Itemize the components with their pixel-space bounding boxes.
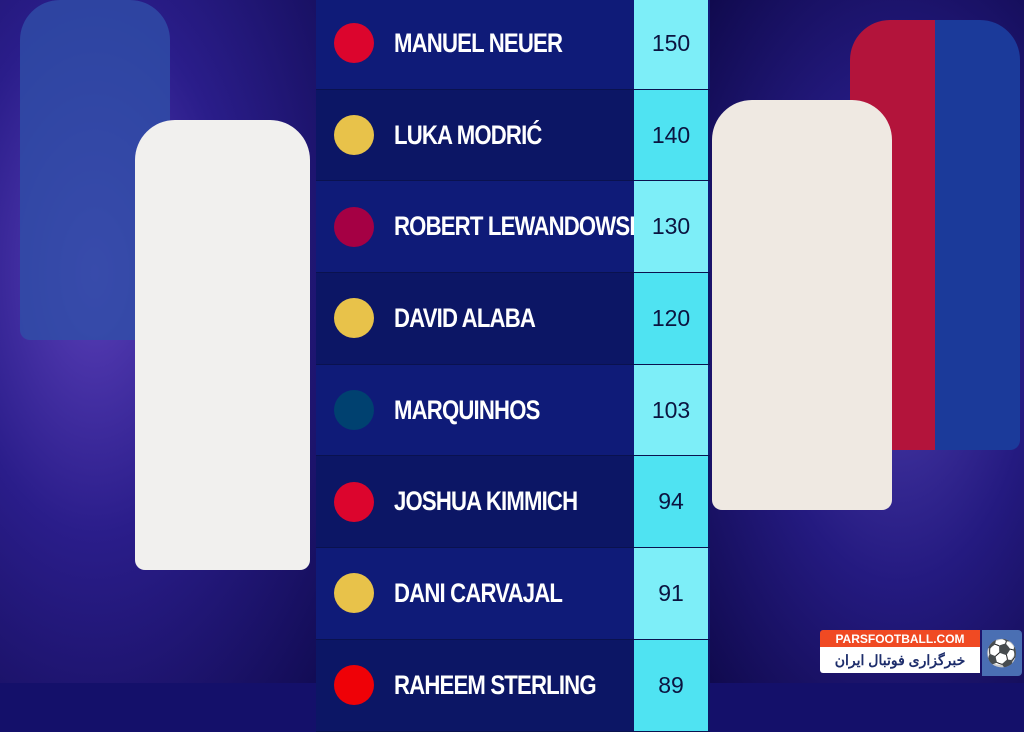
right-player-photo xyxy=(710,0,1024,683)
club-crest-icon xyxy=(334,23,374,64)
appearance-count: 91 xyxy=(634,548,708,639)
table-row: DANI CARVAJAL 91 xyxy=(316,548,710,640)
table-row: ROBERT LEWANDOWSKI 130 xyxy=(316,181,710,274)
left-player-photo xyxy=(0,0,316,683)
appearance-count: 120 xyxy=(634,273,708,364)
club-crest-icon xyxy=(334,573,374,614)
appearance-count: 103 xyxy=(634,364,708,456)
muller-figure xyxy=(712,100,892,510)
table-row: DAVID ALABA 120 xyxy=(316,273,710,365)
player-name: RAHEEM STERLING xyxy=(394,669,597,700)
player-name: MANUEL NEUER xyxy=(394,27,563,58)
footballer-icon: ⚽ xyxy=(982,630,1022,676)
player-name: DANI CARVAJAL xyxy=(394,577,563,608)
player-name: JOSHUA KIMMICH xyxy=(394,486,578,517)
club-crest-icon xyxy=(334,665,374,706)
parsfootball-watermark: PARSFOOTBALL.COM خبرگزاری فوتبال ایران ⚽ xyxy=(820,630,1022,678)
player-name: DAVID ALABA xyxy=(394,302,536,333)
watermark-tagline: خبرگزاری فوتبال ایران xyxy=(820,647,980,673)
table-row: LUKA MODRIĆ 140 xyxy=(316,89,710,182)
appearance-count: 150 xyxy=(634,0,708,89)
modric-figure xyxy=(135,120,310,570)
appearance-count: 140 xyxy=(634,89,708,181)
table-row: MANUEL NEUER 150 xyxy=(316,0,710,90)
club-crest-icon xyxy=(334,481,374,522)
watermark-site: PARSFOOTBALL.COM xyxy=(820,630,980,647)
club-crest-icon xyxy=(334,206,374,247)
appearance-count: 89 xyxy=(634,639,708,731)
appearance-count: 130 xyxy=(634,181,708,273)
player-name: MARQUINHOS xyxy=(394,394,540,425)
club-crest-icon xyxy=(334,298,374,339)
table-row: MARQUINHOS 103 xyxy=(316,364,710,457)
club-crest-icon xyxy=(334,390,374,431)
appearance-count: 94 xyxy=(634,456,708,548)
ranking-table: MANUEL NEUER 150 LUKA MODRIĆ 140 ROBERT … xyxy=(316,0,710,732)
player-name: ROBERT LEWANDOWSKI xyxy=(394,211,651,242)
table-row: RAHEEM STERLING 89 xyxy=(316,639,710,732)
table-row: JOSHUA KIMMICH 94 xyxy=(316,456,710,549)
player-name: LUKA MODRIĆ xyxy=(394,119,542,150)
club-crest-icon xyxy=(334,115,374,156)
